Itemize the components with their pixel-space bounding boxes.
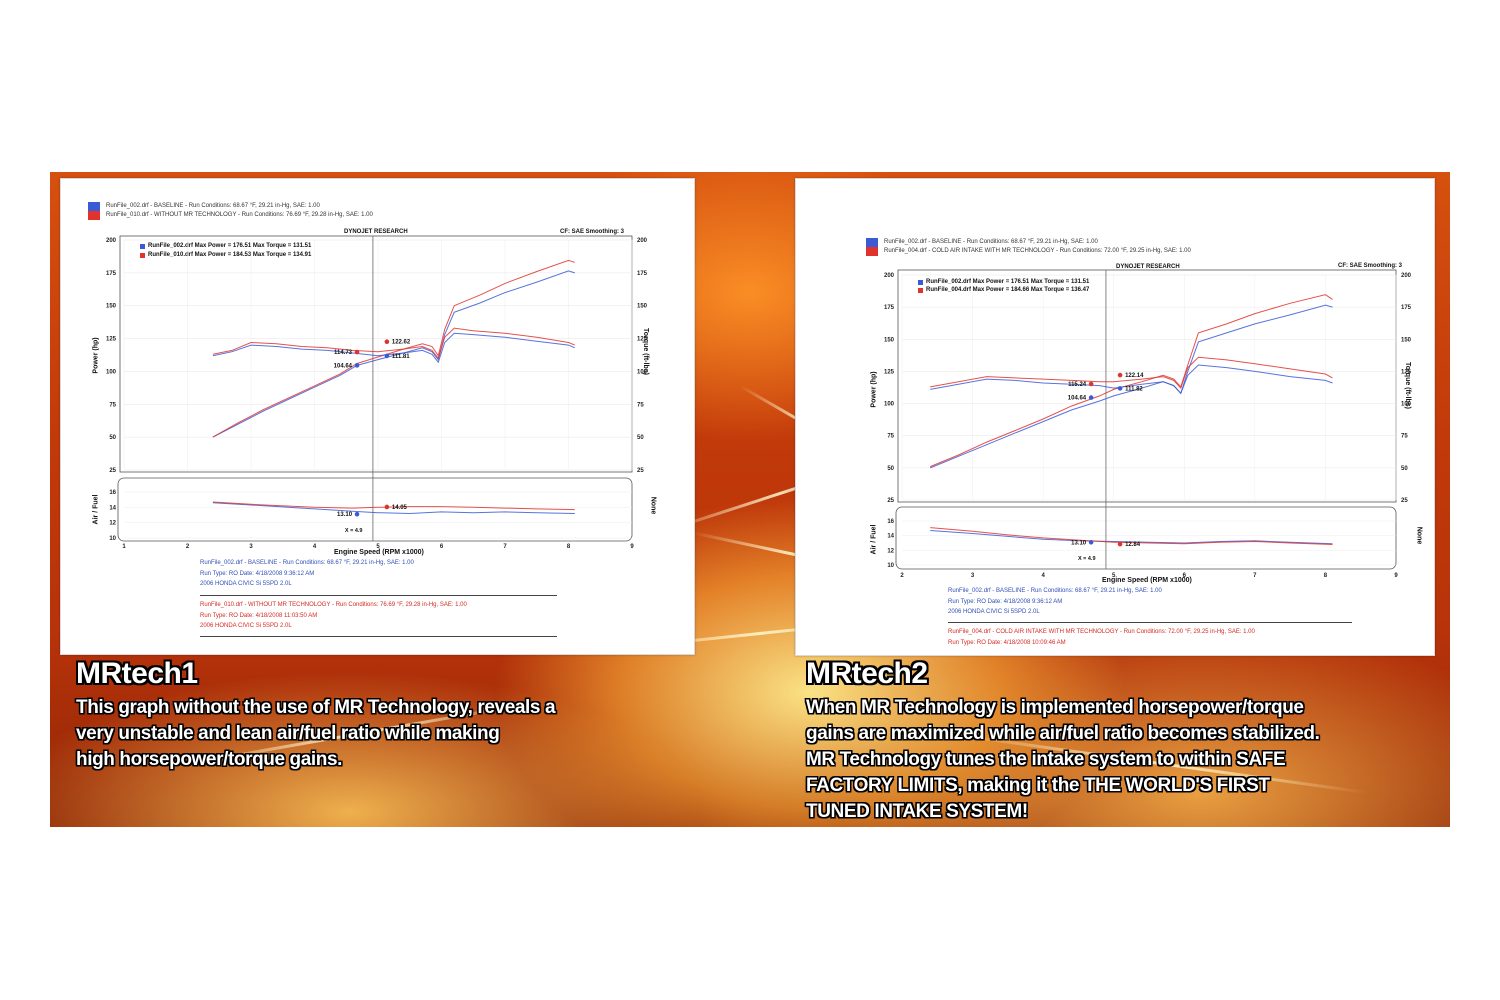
legend-swatch-mr — [866, 247, 878, 256]
run-note-baseline: RunFile_002.drf - BASELINE - Run Conditi… — [948, 588, 1162, 594]
legend-swatch-baseline — [88, 202, 100, 211]
x-axis-label: Engine Speed (RPM x1000) — [334, 549, 424, 556]
y-axis-label: Power (hp) — [92, 337, 100, 374]
notes-divider — [200, 595, 557, 596]
run-note-mr: RunFile_004.drf - COLD AIR INTAKE WITH M… — [948, 629, 1255, 635]
run-note-baseline: Run Type: RO Date: 4/18/2008 9:36:12 AM — [948, 599, 1063, 605]
caption-line: TUNED INTAKE SYSTEM! — [806, 801, 1028, 822]
legend-line: RunFile_002.drf Max Power = 176.51 Max T… — [926, 279, 1090, 285]
caption-line: FACTORY LIMITS, making it the THE WORLD'… — [806, 775, 1270, 796]
afr-right-label: None — [1415, 526, 1423, 545]
legend-swatch-mr — [140, 253, 145, 258]
caption-line: When MR Technology is implemented horsep… — [806, 697, 1304, 718]
y2-axis-label: Torque (ft-lbs) — [1403, 362, 1411, 409]
legend-swatch-baseline — [918, 280, 923, 285]
y2-axis-label: Torque (ft-lbs) — [641, 328, 649, 375]
legend-line: RunFile_004.drf Max Power = 184.66 Max T… — [926, 287, 1090, 293]
caption-line: gains are maximized while air/fuel ratio… — [806, 723, 1320, 744]
y-axis-label: Power (hp) — [870, 371, 878, 408]
notes-divider — [948, 622, 1352, 623]
legend-swatch-mr — [918, 288, 923, 293]
legend-line: RunFile_002.drf Max Power = 176.51 Max T… — [148, 243, 312, 249]
x-axis-label: Engine Speed (RPM x1000) — [1102, 577, 1192, 584]
caption-line: high horsepower/torque gains. — [76, 749, 343, 770]
chart-cf-text: CF: SAE Smoothing: 3 — [1338, 263, 1402, 269]
legend-swatch-baseline — [866, 238, 878, 247]
afr-axis-label: Air / Fuel — [92, 494, 100, 525]
chart-header-line: RunFile_010.drf - WITHOUT MR TECHNOLOGY … — [106, 212, 373, 218]
caption-line: This graph without the use of MR Technol… — [76, 697, 556, 718]
chart-title: DYNOJET RESEARCH — [1116, 264, 1180, 270]
run-note-mr: RunFile_010.drf - WITHOUT MR TECHNOLOGY … — [200, 602, 467, 608]
caption-line: very unstable and lean air/fuel ratio wh… — [76, 723, 500, 744]
run-note-baseline: 2006 HONDA CIVIC Si 5SPD 2.0L — [948, 609, 1040, 615]
chart-header-line: RunFile_002.drf - BASELINE - Run Conditi… — [884, 239, 1098, 245]
chart-title: DYNOJET RESEARCH — [344, 229, 408, 235]
afr-right-label: None — [649, 496, 657, 515]
afr-axis-label: Air / Fuel — [870, 524, 878, 555]
caption-line: MR Technology tunes the intake system to… — [806, 749, 1286, 770]
legend-swatch-mr — [88, 211, 100, 220]
run-note-mr: 2006 HONDA CIVIC Si 5SPD 2.0L — [200, 623, 292, 629]
chart-header-line: RunFile_002.drf - BASELINE - Run Conditi… — [106, 203, 320, 209]
run-note-mr: Run Type: RO Date: 4/18/2008 11:03:50 AM — [200, 613, 318, 619]
run-note-baseline: Run Type: RO Date: 4/18/2008 9:36:12 AM — [200, 571, 315, 577]
caption-title-1: MRtech1 — [76, 657, 198, 690]
notes-divider — [200, 636, 557, 637]
run-note-baseline: 2006 HONDA CIVIC Si 5SPD 2.0L — [200, 581, 292, 587]
chart-header-line: RunFile_004.drf - COLD AIR INTAKE WITH M… — [884, 248, 1191, 254]
run-note-mr: Run Type: RO Date: 4/18/2008 10:09:46 AM — [948, 640, 1066, 646]
legend-swatch-baseline — [140, 244, 145, 249]
run-note-baseline: RunFile_002.drf - BASELINE - Run Conditi… — [200, 560, 414, 566]
chart-cf-text: CF: SAE Smoothing: 3 — [560, 229, 624, 235]
legend-line: RunFile_010.drf Max Power = 184.53 Max T… — [148, 252, 312, 258]
caption-title-2: MRtech2 — [806, 657, 928, 690]
